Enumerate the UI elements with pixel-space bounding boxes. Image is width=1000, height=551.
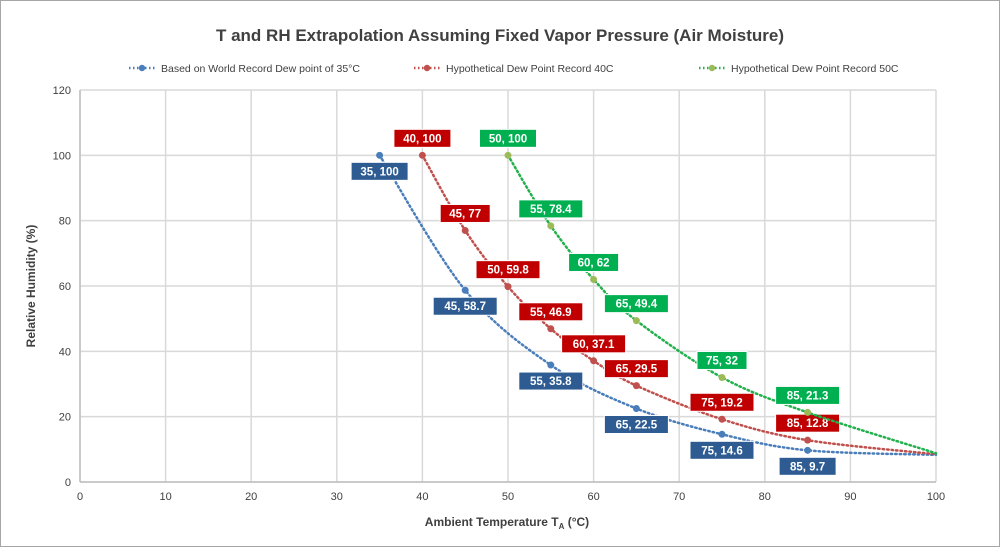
x-tick-label: 30: [331, 491, 343, 503]
data-label: 45, 58.7: [444, 301, 486, 313]
y-tick-label: 0: [65, 477, 71, 489]
data-point: [547, 325, 555, 333]
data-point: [547, 361, 555, 369]
x-tick-label: 70: [673, 491, 685, 503]
data-label-box: [479, 128, 537, 148]
data-point: [718, 373, 726, 381]
legend-label: Based on World Record Dew point of 35°C: [161, 63, 360, 75]
data-label: 65, 29.5: [616, 364, 658, 376]
data-label: 85, 12.8: [787, 418, 829, 430]
tick-labels: 0 10 20 30 40 50 60 70 80 90 100 0 20 40 60 80 100 120: [53, 85, 946, 503]
data-label-box: [350, 161, 409, 181]
data-label-box: [603, 294, 669, 314]
legend-marker: [708, 64, 716, 72]
legend-label: Hypothetical Dew Point Record 50C: [731, 63, 899, 75]
data-point: [804, 446, 812, 454]
x-tick-label: 90: [844, 491, 856, 503]
data-label: 60, 37.1: [573, 339, 615, 351]
series-group: 35, 100 45, 58.7 55, 35.8 65, 22.5 75, 14.6 8…: [350, 128, 938, 476]
data-point: [376, 151, 384, 159]
x-tick-label: 60: [587, 491, 599, 503]
x-axis-title: Ambient Temperature TA (°C): [425, 515, 589, 531]
data-label-box: [696, 350, 748, 370]
data-label: 55, 78.4: [530, 204, 572, 216]
data-label: 45, 77: [449, 208, 481, 220]
y-axis-title: Relative Humidity (%): [24, 225, 38, 348]
data-label-box: [603, 415, 669, 434]
data-label-box: [775, 385, 841, 405]
data-label: 85, 9.7: [790, 461, 825, 473]
data-label: 75, 19.2: [701, 397, 743, 409]
data-label-box: [475, 260, 541, 280]
data-point: [632, 405, 640, 412]
legend-marker: [423, 64, 431, 72]
y-tick-label: 120: [53, 85, 71, 97]
y-tick-label: 80: [59, 216, 71, 228]
x-tick-label: 50: [502, 491, 514, 503]
legend: Based on World Record Dew point of 35°C H…: [129, 63, 899, 75]
x-tick-label: 100: [927, 491, 945, 503]
data-label-box: [432, 296, 498, 316]
data-label-box: [603, 359, 669, 379]
data-point: [461, 286, 469, 294]
data-label-box: [778, 456, 837, 476]
data-label-box: [518, 302, 584, 322]
data-point: [718, 415, 726, 423]
data-label: 40, 100: [403, 133, 441, 145]
data-point: [804, 436, 812, 444]
chart-title: T and RH Extrapolation Assuming Fixed Va…: [216, 26, 784, 45]
data-label-box: [568, 252, 620, 272]
data-label: 50, 100: [489, 133, 527, 145]
data-label: 60, 62: [578, 257, 610, 269]
data-label-box: [689, 392, 755, 412]
data-label: 55, 35.8: [530, 376, 572, 388]
data-label: 65, 22.5: [616, 420, 658, 432]
x-tick-label: 20: [245, 491, 257, 503]
data-point: [632, 382, 640, 390]
data-point: [461, 226, 469, 234]
y-tick-label: 100: [53, 150, 71, 162]
data-point: [590, 357, 598, 365]
data-point: [718, 430, 726, 438]
x-tick-label: 80: [759, 491, 771, 503]
data-label-box: [561, 334, 627, 354]
data-label-box: [518, 371, 584, 391]
data-label: 55, 46.9: [530, 307, 572, 319]
data-point: [804, 408, 812, 416]
data-label: 85, 21.3: [787, 390, 829, 402]
data-label: 75, 32: [706, 355, 738, 367]
data-point: [632, 317, 640, 325]
data-point: [590, 275, 598, 283]
x-tick-label: 0: [77, 491, 83, 503]
x-tick-label: 40: [416, 491, 428, 503]
data-point: [418, 151, 426, 159]
data-label: 65, 49.4: [616, 299, 658, 311]
data-label: 75, 14.6: [701, 445, 743, 457]
y-tick-label: 20: [59, 412, 71, 424]
y-tick-label: 40: [59, 346, 71, 358]
legend-marker: [138, 64, 146, 72]
legend-label: Hypothetical Dew Point Record 40C: [446, 63, 614, 75]
data-label-box: [439, 203, 491, 223]
data-point: [547, 222, 555, 230]
data-label-box: [518, 199, 584, 219]
data-label: 50, 59.8: [487, 265, 529, 277]
data-point: [504, 283, 512, 291]
data-point: [504, 151, 512, 159]
data-label-box: [689, 440, 755, 460]
y-tick-label: 60: [59, 281, 71, 293]
data-label-box: [393, 128, 452, 148]
data-label: 35, 100: [360, 166, 398, 178]
x-tick-label: 10: [159, 491, 171, 503]
